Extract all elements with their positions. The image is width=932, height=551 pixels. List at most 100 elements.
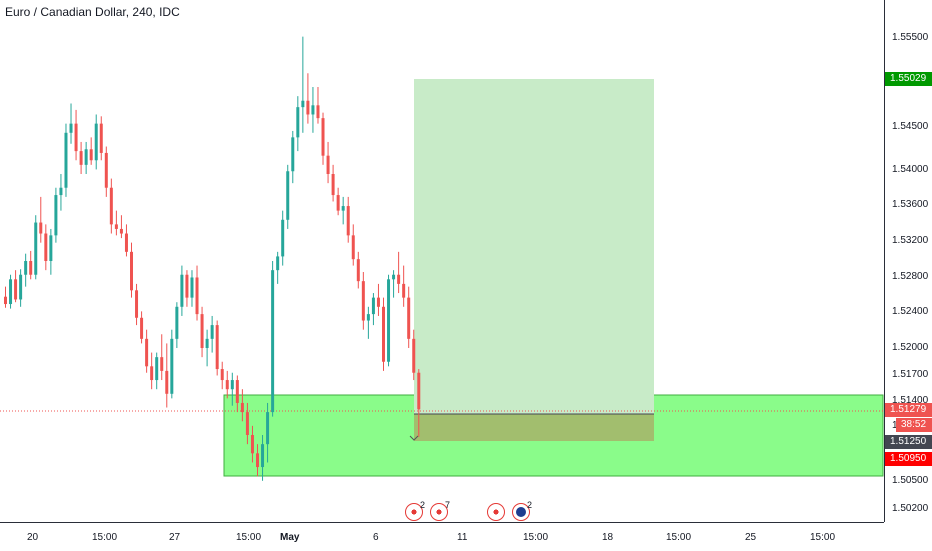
candle-body: [240, 402, 244, 413]
candle-body: [185, 274, 189, 298]
cursor-marker-icon: [409, 435, 419, 441]
current-price-tag: 1.51279: [885, 403, 932, 417]
price-tick-label: 1.52800: [892, 271, 929, 282]
event-count: 2: [527, 500, 533, 510]
bar-countdown-tag: 38:52: [896, 418, 932, 432]
canada-flag-event-icon[interactable]: [430, 503, 448, 521]
candle-body: [104, 152, 108, 188]
candle-body: [119, 228, 123, 234]
candle-body: [356, 259, 360, 282]
price-chart-pane[interactable]: [0, 0, 884, 522]
eu-flag-event-icon[interactable]: [512, 503, 530, 521]
candle-body: [130, 251, 133, 291]
candle-body: [392, 274, 396, 280]
time-tick-label: 15:00: [523, 532, 549, 543]
candle-body: [407, 297, 411, 339]
time-axis[interactable]: 20 15:00 27 15:00 May 6 11 15:00 18 15:0…: [0, 522, 884, 551]
candle-body: [281, 219, 285, 257]
candle-body: [336, 195, 340, 211]
candle-body: [190, 277, 194, 298]
candle-body: [49, 235, 53, 261]
candle-body: [387, 279, 391, 362]
target-price-tag: 1.55029: [885, 72, 932, 86]
candle-body: [9, 279, 13, 305]
candle-body: [291, 137, 295, 172]
candle-body: [109, 187, 113, 225]
candle-body: [175, 306, 179, 339]
candle-body: [261, 444, 265, 468]
candle-body: [301, 100, 305, 108]
time-tick-label: 18: [602, 532, 614, 543]
price-tick-label: 1.53600: [892, 199, 929, 210]
candle-body: [44, 233, 48, 261]
price-tick-label: 1.55500: [892, 32, 929, 43]
candle-body: [210, 325, 214, 339]
candle-body: [74, 123, 78, 152]
candle-body: [54, 195, 58, 236]
candle-body: [165, 370, 169, 394]
time-tick-label: 15:00: [236, 532, 262, 543]
candle-body: [84, 149, 88, 165]
candle-body: [170, 338, 174, 394]
stop-zone[interactable]: [414, 414, 654, 441]
price-tick-label: 1.54000: [892, 164, 929, 175]
candle-body: [366, 314, 370, 321]
symbol-title[interactable]: Euro / Canadian Dollar, 240, IDC: [5, 5, 180, 19]
stop-price-tag: 1.50950: [885, 452, 932, 466]
candle-body: [39, 222, 43, 234]
candle-body: [417, 372, 421, 410]
candle-body: [24, 261, 28, 275]
candle-body: [29, 261, 33, 275]
candle-body: [326, 155, 330, 174]
candle-body: [321, 118, 325, 156]
price-tick-label: 1.50500: [892, 475, 929, 486]
candle-body: [94, 123, 98, 161]
time-tick-label: 15:00: [92, 532, 118, 543]
candle-body: [341, 206, 345, 211]
price-tick-label: 1.54500: [892, 121, 929, 132]
candle-body: [155, 357, 159, 381]
time-tick-label: 6: [373, 532, 379, 543]
candle-body: [59, 187, 63, 196]
candle-body: [99, 123, 103, 153]
entry-price-tag: 1.51250: [885, 435, 932, 449]
candle-body: [286, 171, 290, 220]
time-tick-label: 27: [169, 532, 181, 543]
canada-flag-event-icon[interactable]: [405, 503, 423, 521]
candle-body: [296, 107, 300, 138]
candle-body: [4, 296, 7, 305]
candle-body: [124, 233, 128, 252]
candle-body: [351, 235, 355, 260]
price-tick-label: 1.53200: [892, 235, 929, 246]
candle-body: [225, 380, 229, 390]
candle-body: [245, 412, 249, 435]
candle-body: [361, 281, 365, 321]
candle-body: [114, 224, 118, 229]
time-tick-label: 25: [745, 532, 757, 543]
target-zone[interactable]: [414, 79, 654, 414]
canada-flag-event-icon[interactable]: [487, 503, 505, 521]
candle-body: [19, 274, 23, 300]
time-tick-label: 15:00: [666, 532, 692, 543]
candle-body: [371, 297, 375, 315]
candle-body: [205, 338, 209, 348]
price-tick-label: 1.52000: [892, 342, 929, 353]
time-tick-label: 20: [27, 532, 39, 543]
candle-body: [382, 306, 385, 362]
time-tick-label: May: [280, 532, 300, 543]
candlestick-series: [4, 36, 421, 481]
candle-body: [180, 274, 184, 307]
candle-body: [150, 366, 154, 381]
candle-body: [376, 297, 380, 307]
candle-body: [160, 357, 164, 371]
event-count: 2: [420, 500, 426, 510]
candle-body: [250, 435, 254, 454]
candle-body: [200, 314, 204, 348]
candle-body: [311, 105, 315, 115]
price-tick-label: 1.51400: [892, 395, 929, 406]
time-tick-label: 15:00: [810, 532, 836, 543]
price-tick-label: 1.52400: [892, 306, 929, 317]
price-tick-label: 1.51700: [892, 369, 929, 380]
candle-body: [331, 174, 335, 196]
